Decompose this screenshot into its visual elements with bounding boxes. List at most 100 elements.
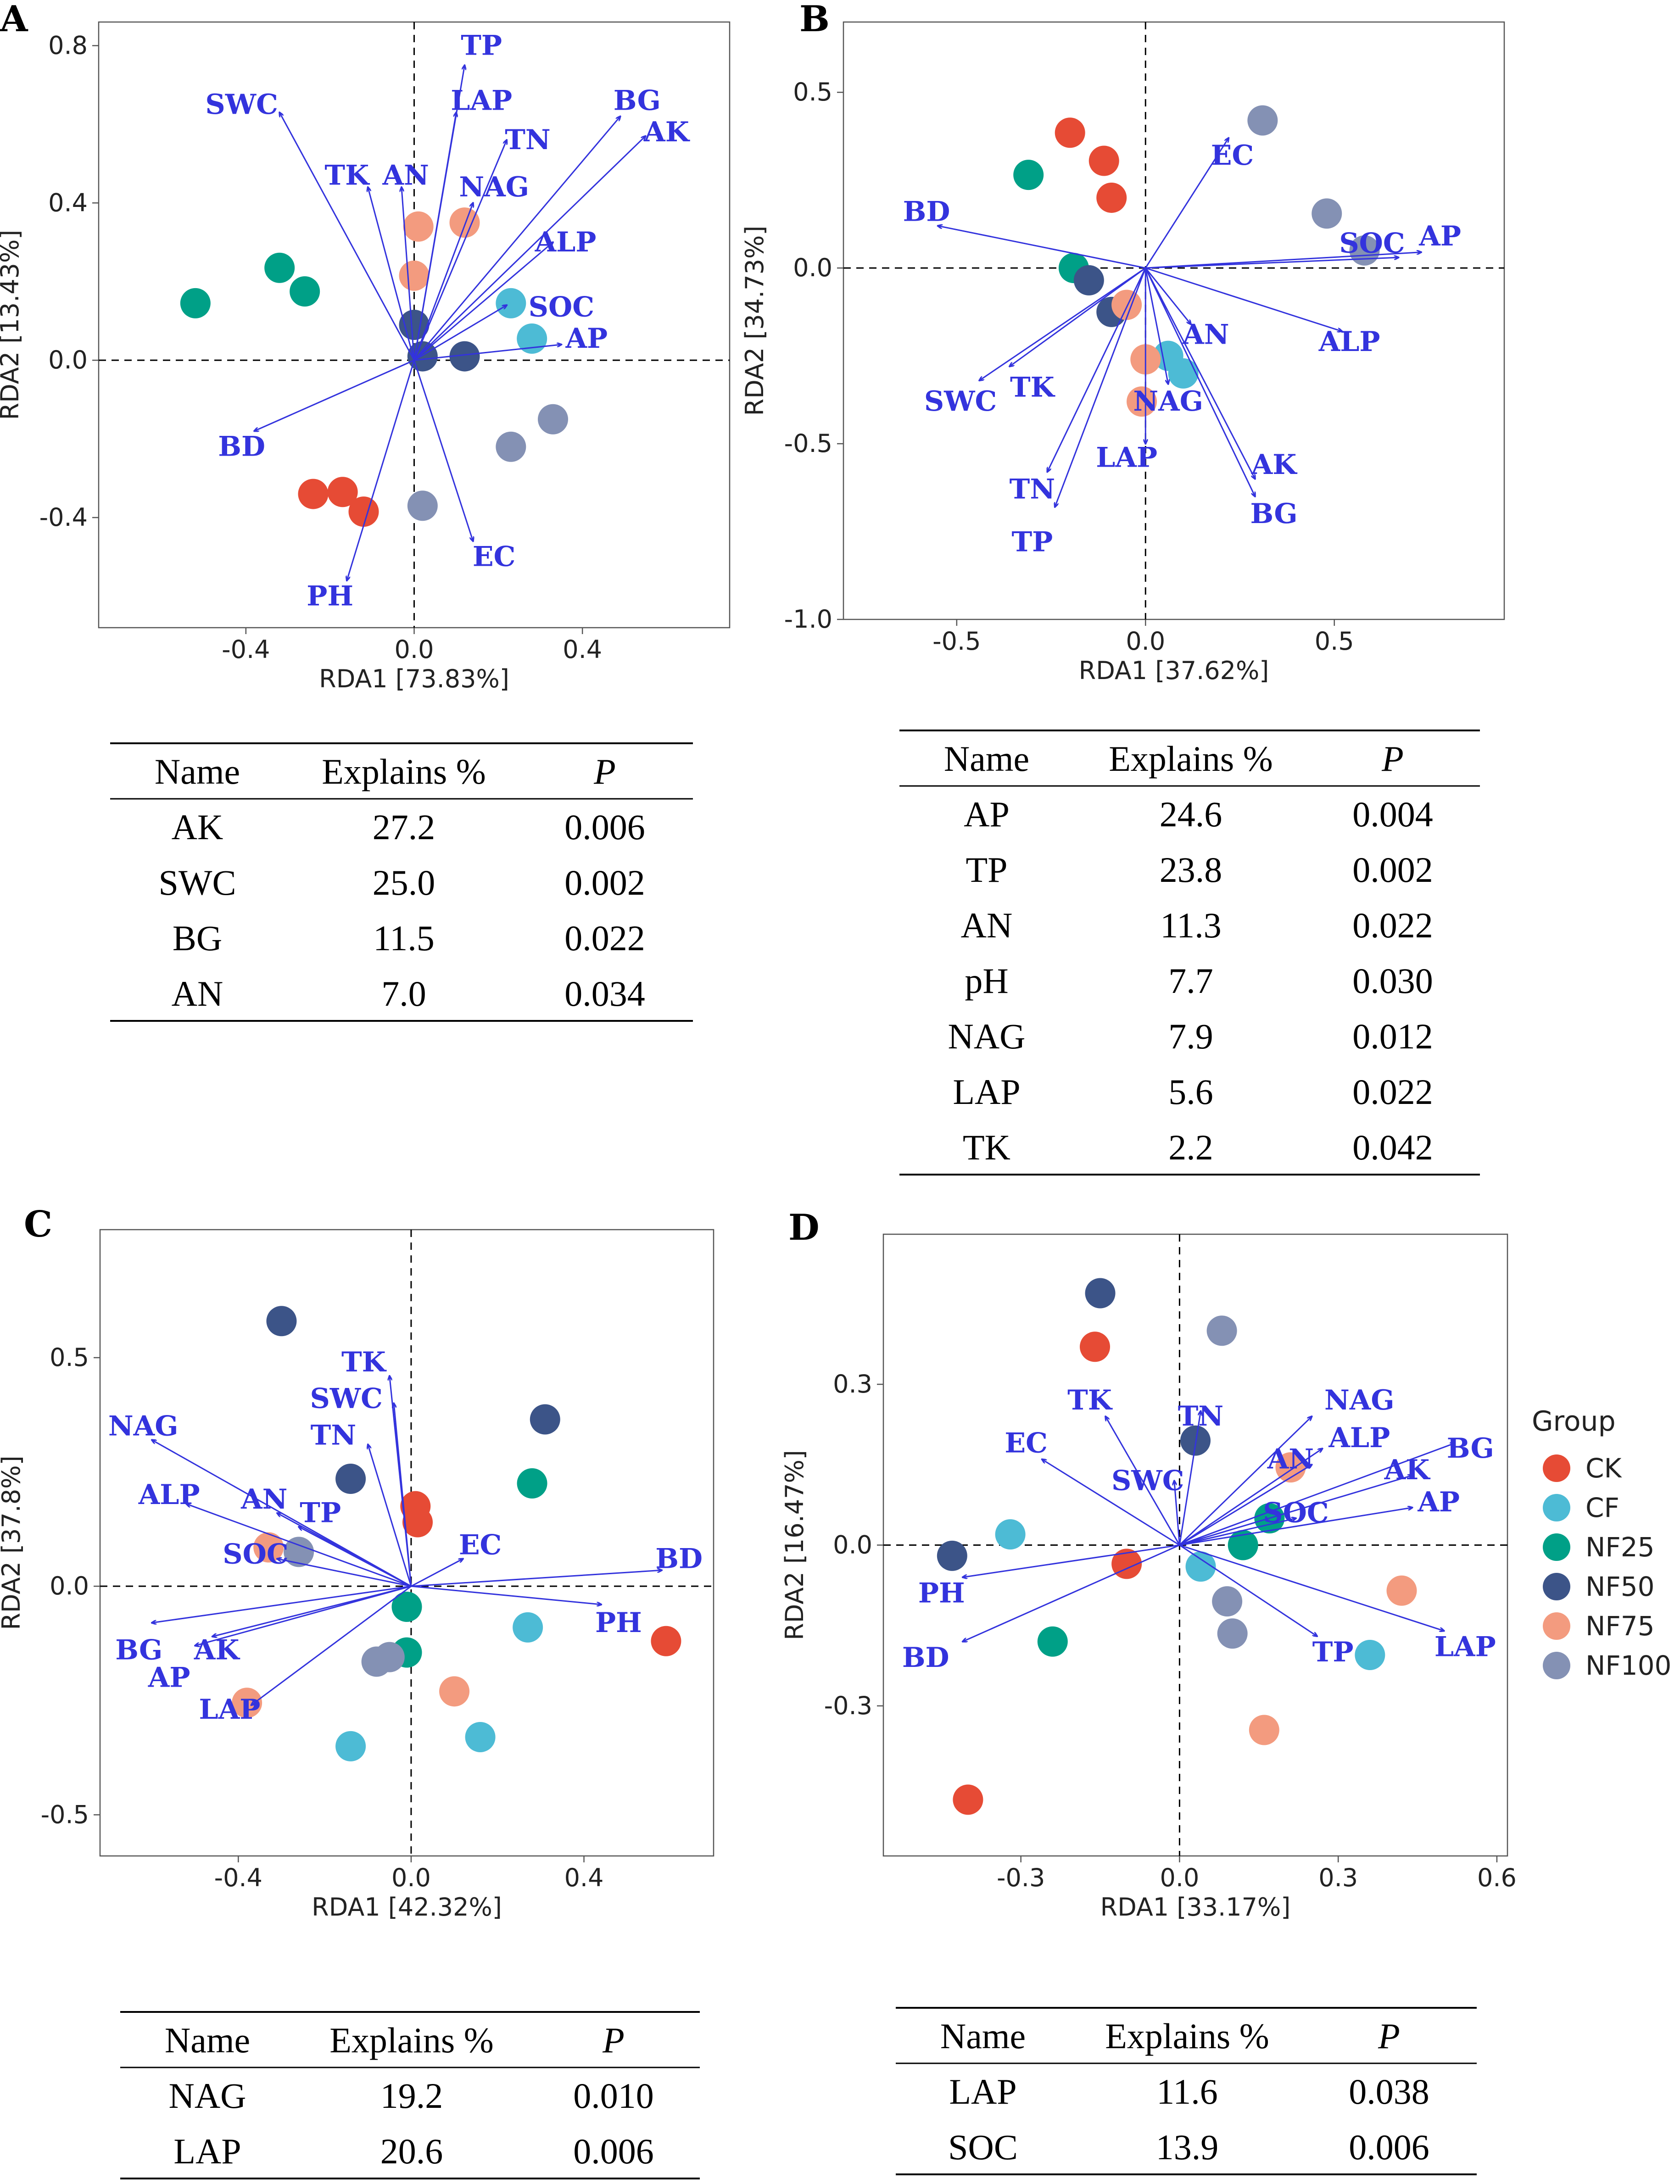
table-row: AP 24.6 0.004 — [964, 794, 1433, 834]
vector-alp — [413, 242, 553, 361]
y-tick-label: 0.0 — [50, 1571, 89, 1600]
vector-label-bd: BD — [902, 1642, 949, 1674]
vector-label-nag: NAG — [1133, 385, 1203, 418]
legend: Group CK CF NF25 NF50 NF75 NF100 — [1532, 1405, 1671, 1681]
vector-label-bd: BD — [655, 1543, 703, 1575]
vector-swc — [1174, 1481, 1180, 1545]
point-ck — [1055, 117, 1085, 148]
table-row: LAP 5.6 0.022 — [953, 1072, 1433, 1112]
vector-soc — [277, 1559, 412, 1587]
vector-ap — [1145, 252, 1421, 269]
point-nf75 — [253, 1532, 284, 1563]
vector-tp — [1179, 1544, 1317, 1637]
table-row: SWC 25.0 0.002 — [158, 863, 645, 903]
point-nf75 — [439, 1676, 470, 1707]
table-row: AK 27.2 0.006 — [172, 807, 645, 847]
vector-label-ec: EC — [1005, 1427, 1048, 1460]
vector-ec — [1042, 1460, 1180, 1546]
table-cell-explains: 27.2 — [373, 807, 435, 847]
y-axis-title: RDA2 [13.43%] — [0, 230, 24, 420]
table-cell-explains: 11.5 — [373, 918, 435, 958]
point-nf25 — [180, 288, 211, 318]
point-cf — [1168, 358, 1199, 389]
vector-label-tp: TP — [300, 1497, 341, 1529]
table-cell-p: 0.038 — [1349, 2072, 1429, 2112]
point-nf75 — [1249, 1715, 1279, 1745]
x-tick-label: -0.3 — [997, 1863, 1045, 1892]
table-header-name: Name — [165, 2020, 250, 2060]
table-row: AN 11.3 0.022 — [961, 905, 1433, 945]
table-cell-name: AN — [961, 905, 1013, 945]
table-cell-name: LAP — [949, 2072, 1016, 2112]
vector-label-alp: ALP — [138, 1479, 200, 1511]
vector-label-nag: NAG — [108, 1410, 179, 1442]
vector-tk — [1105, 1416, 1180, 1546]
vector-an — [1179, 1465, 1312, 1546]
vector-label-tp: TP — [1012, 526, 1053, 558]
vector-label-alp: ALP — [1328, 1422, 1390, 1454]
point-nf25 — [1013, 160, 1044, 190]
table-cell-explains: 5.6 — [1168, 1072, 1213, 1112]
vector-label-ap: AP — [1418, 220, 1461, 252]
x-axis-title: RDA1 [73.83%] — [319, 664, 509, 693]
vector-bd — [938, 226, 1146, 269]
legend-swatch-nf75 — [1543, 1612, 1570, 1640]
table-cell-explains: 24.6 — [1160, 794, 1222, 834]
panel-d: D -0.3 0.0 0.3 0.6 -0.3 0.0 0.3 RDA1 [33.17%] RDA… — [780, 1207, 1517, 1922]
point-nf25 — [517, 1468, 547, 1499]
x-tick-label: 0.0 — [395, 635, 434, 664]
vector-label-nag: NAG — [459, 171, 529, 203]
table-cell-p: 0.012 — [1352, 1016, 1433, 1056]
point-nf100 — [284, 1537, 314, 1567]
vector-label-tp: TP — [1312, 1636, 1354, 1668]
vector-label-swc: SWC — [924, 385, 997, 418]
vector-swc — [279, 112, 415, 361]
x-tick-label: 0.5 — [1315, 627, 1354, 656]
table-cell-name: SOC — [948, 2127, 1018, 2167]
vector-label-an: AN — [1267, 1443, 1314, 1476]
x-tick-label: 0.0 — [391, 1863, 431, 1892]
table-header-name: Name — [155, 752, 240, 791]
vector-label-tk: TK — [1010, 372, 1055, 404]
vector-label-bg: BG — [1250, 498, 1298, 530]
vector-label-swc: SWC — [205, 89, 278, 121]
point-nf50 — [1085, 1278, 1116, 1309]
point-ck — [1080, 1332, 1111, 1362]
table-cell-name: pH — [965, 961, 1008, 1001]
legend-label-nf100: NF100 — [1585, 1650, 1671, 1681]
point-ck — [402, 1507, 433, 1538]
vector-label-tn: TN — [505, 124, 551, 156]
vector-label-tn: TN — [1178, 1400, 1224, 1432]
x-tick-label: 0.3 — [1318, 1863, 1358, 1892]
vector-label-tp: TP — [461, 29, 502, 61]
vector-label-bg: BG — [614, 84, 661, 117]
vector-ap — [414, 345, 562, 361]
vector-ak — [1179, 1476, 1412, 1546]
legend-label-nf25: NF25 — [1585, 1532, 1655, 1563]
point-ck — [348, 496, 379, 527]
point-nf75 — [1386, 1575, 1417, 1606]
vector-tn — [368, 1444, 412, 1587]
legend-swatch-cf — [1543, 1494, 1570, 1521]
vector-ph — [347, 360, 415, 580]
x-axis-title: RDA1 [33.17%] — [1100, 1893, 1291, 1922]
table-cell-name: AP — [964, 794, 1010, 834]
vector-label-tn: TN — [1010, 474, 1055, 506]
table-cell-name: AK — [172, 807, 223, 847]
point-ck — [327, 477, 358, 507]
y-tick-label: 0.5 — [50, 1343, 89, 1372]
table-cell-p: 0.034 — [564, 974, 645, 1014]
x-axis-title: RDA1 [42.32%] — [312, 1893, 502, 1922]
vector-label-alp: ALP — [1318, 326, 1380, 358]
point-nf50 — [266, 1306, 297, 1337]
vector-an — [1145, 267, 1191, 324]
table-header-p: P — [602, 2020, 625, 2060]
vector-label-swc: SWC — [1111, 1465, 1184, 1497]
vector-soc — [1179, 1518, 1296, 1546]
vector-ak — [413, 136, 646, 361]
point-nf75 — [1127, 386, 1157, 417]
table-cell-p: 0.022 — [1352, 1072, 1433, 1112]
legend-label-cf: CF — [1585, 1492, 1619, 1523]
vector-bd — [411, 1570, 662, 1587]
